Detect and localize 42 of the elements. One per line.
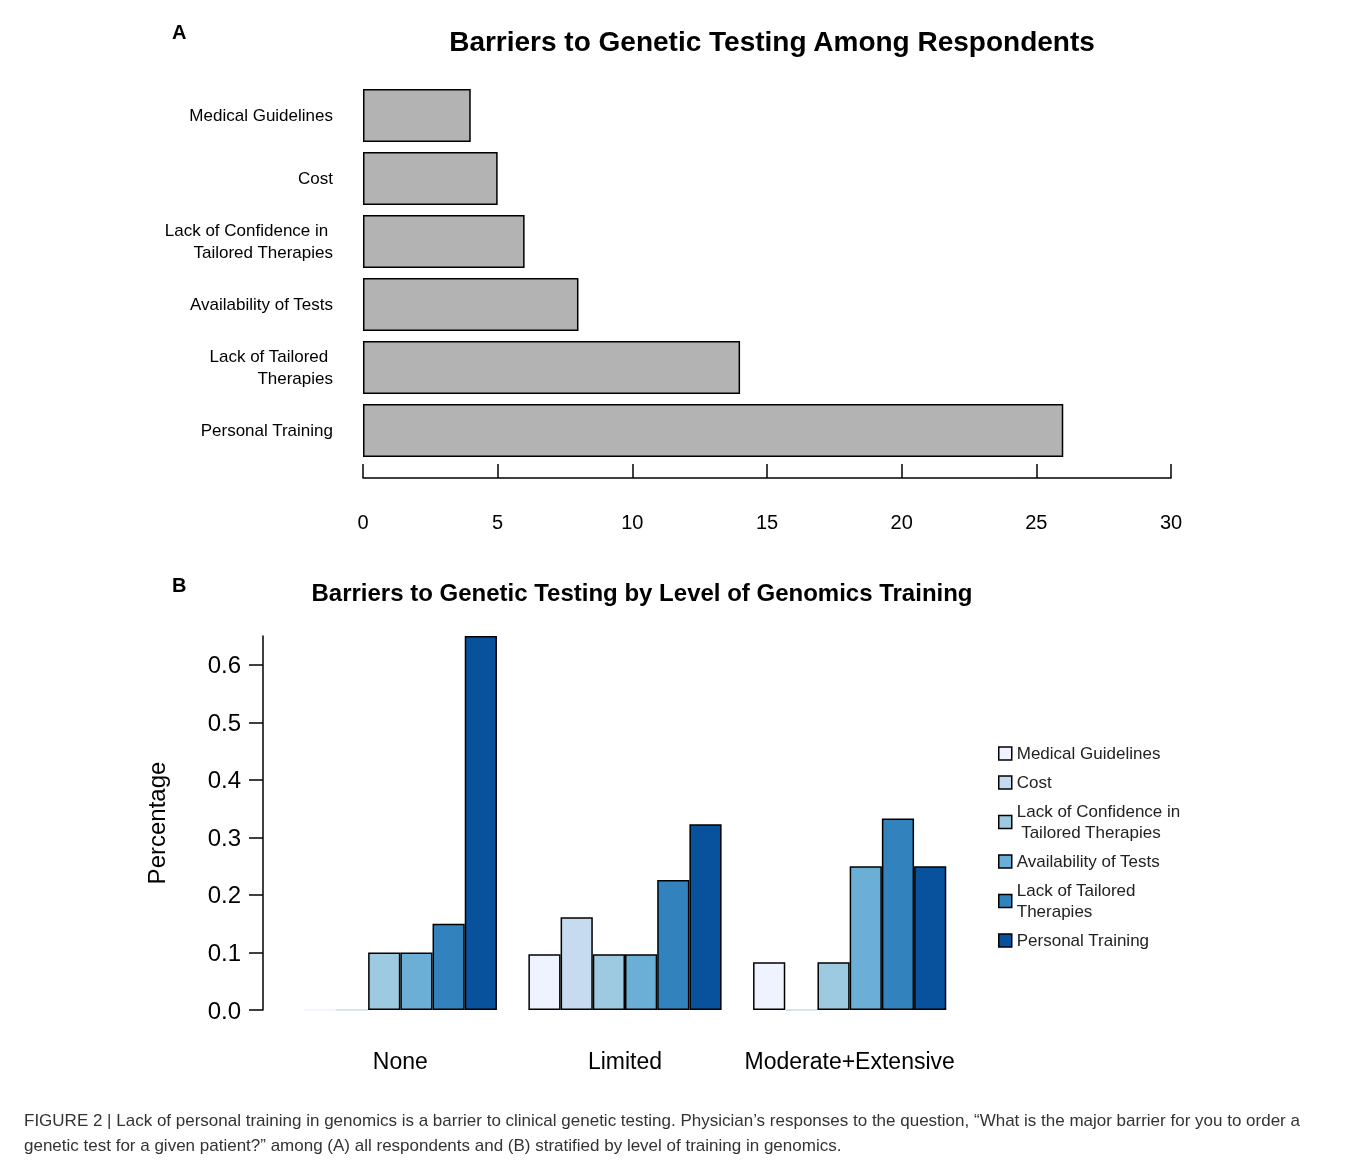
x-tick-label: 5 xyxy=(492,511,504,533)
bar xyxy=(363,152,498,205)
y-tick-label: 0.2 xyxy=(207,881,241,909)
text: B xyxy=(172,574,187,596)
text: A xyxy=(172,21,187,43)
y-tick-label: 0.6 xyxy=(207,651,241,679)
chart-title: Barriers to Genetic Testing by Level of Genomics Training xyxy=(311,578,973,606)
bar xyxy=(363,341,741,394)
bar xyxy=(363,89,471,142)
x-tick-label: 10 xyxy=(621,511,644,533)
legend-label: Availability of Tests xyxy=(1016,852,1160,871)
y-tick-label: Personal Training xyxy=(200,421,333,440)
y-tick-label: Medical Guidelines xyxy=(189,106,333,125)
legend-label: Cost xyxy=(1016,773,1052,792)
legend-label: Lack of Tailored Therapies xyxy=(1016,881,1141,921)
caption: FIGURE 2 | Lack of personal training in genomics is a barrier to clinical genetic testing. Physician’s responses to the question, “What is the major barrier for you to order a genetic test for a given patient?” among (A) all respondents and (B) stratified by level of training in genomics. xyxy=(24,1110,1301,1157)
y-axis-title: Percentage xyxy=(142,761,170,885)
x-tick-label: 30 xyxy=(1159,511,1183,533)
bar xyxy=(363,278,579,331)
x-tick-label: Moderate+Extensive xyxy=(744,1048,955,1074)
chart-title: Barriers to Genetic Testing Among Respondents xyxy=(449,25,1095,57)
bar xyxy=(753,962,786,1010)
legend-label: Lack of Confidence in Tailored Therapies xyxy=(1016,802,1181,842)
x-tick-label: Limited xyxy=(587,1048,663,1074)
bar xyxy=(363,215,525,268)
x-tick-label: 20 xyxy=(890,511,913,533)
x-tick-label: 25 xyxy=(1025,511,1048,533)
y-tick-label: Lack of Confidence in Tailored Therapies xyxy=(164,221,333,262)
y-tick-label: 0.5 xyxy=(207,708,241,736)
y-tick-label: Lack of Tailored Therapies xyxy=(209,347,333,388)
y-tick-label: Cost xyxy=(298,169,334,188)
x-tick-label: 15 xyxy=(755,511,779,533)
bar xyxy=(363,404,1064,457)
legend-label: Medical Guidelines xyxy=(1016,744,1161,763)
y-tick-label: 0.4 xyxy=(207,766,241,794)
y-tick-label: 0.3 xyxy=(207,823,241,851)
y-tick-label: Availability of Tests xyxy=(190,295,333,314)
x-tick-label: None xyxy=(372,1048,428,1074)
x-tick-label: 0 xyxy=(357,511,369,533)
legend-label: Personal Training xyxy=(1016,931,1150,950)
y-tick-label: 0.0 xyxy=(207,996,241,1024)
y-tick-label: 0.1 xyxy=(207,938,241,966)
